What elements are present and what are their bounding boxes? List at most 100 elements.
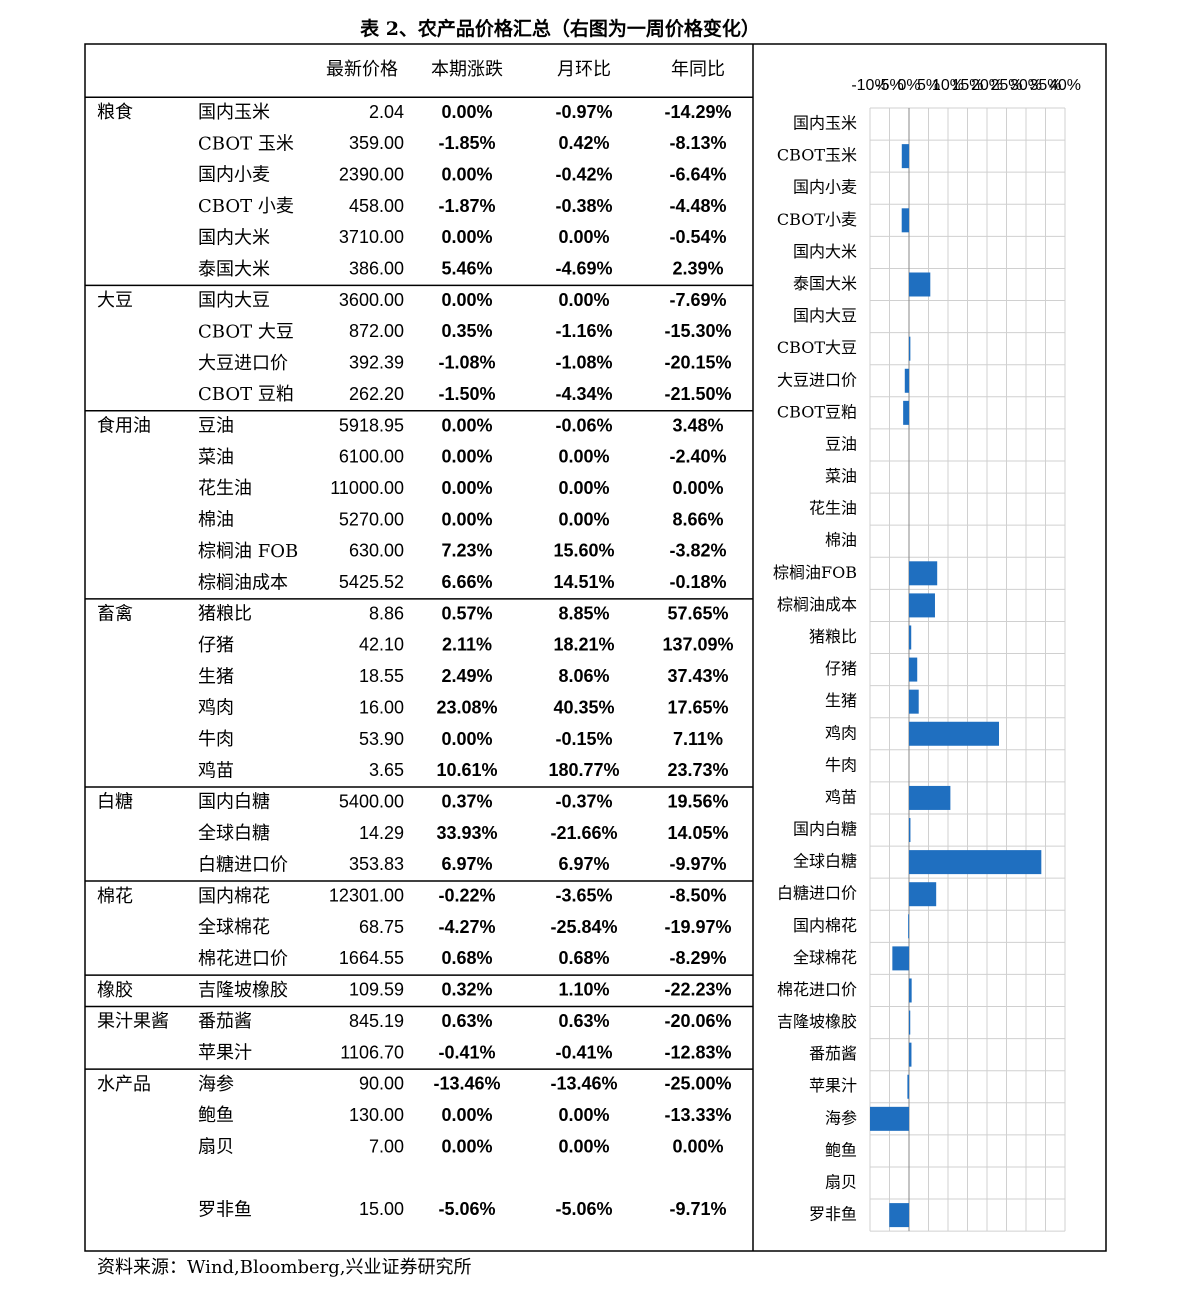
price: 12301.00 [329, 886, 404, 906]
price: 109.59 [349, 980, 404, 1000]
bar [909, 1042, 912, 1067]
change: -4.69% [555, 259, 612, 279]
column-header: 最新价格 [326, 59, 398, 80]
change: -0.41% [555, 1042, 612, 1062]
change: 14.05% [667, 823, 728, 843]
x-tick-label: -5% [875, 77, 903, 94]
bar [909, 818, 911, 843]
price: 16.00 [359, 697, 404, 717]
change: 40.35% [553, 697, 614, 717]
item-name: 国内棉花 [198, 886, 270, 907]
item-name: 花生油 [198, 478, 252, 499]
item-name: 国内玉米 [198, 102, 270, 123]
y-tick-label: 菜油 [825, 467, 857, 486]
item-name: 菜油 [198, 447, 234, 468]
change: -1.08% [438, 353, 495, 373]
bar [909, 785, 951, 810]
y-tick-label: 仔猪 [825, 659, 857, 678]
change: 0.57% [441, 603, 492, 623]
change: 180.77% [548, 760, 619, 780]
price: 3.65 [369, 760, 404, 780]
price: 2390.00 [339, 164, 404, 184]
change: 0.32% [441, 980, 492, 1000]
bar [909, 689, 919, 714]
change: -2.40% [669, 447, 726, 467]
bar [909, 850, 1042, 875]
x-tick-label: 10% [932, 77, 964, 94]
change: 18.21% [553, 635, 614, 655]
change: 0.63% [441, 1011, 492, 1031]
bar [909, 272, 931, 297]
y-tick-label: 生猪 [825, 691, 857, 710]
item-name: 泰国大米 [198, 259, 270, 280]
bars [870, 144, 1042, 1228]
change: -0.41% [438, 1042, 495, 1062]
change: -25.84% [550, 917, 617, 937]
change: 0.00% [441, 227, 492, 247]
change: 2.11% [442, 635, 492, 655]
bar [909, 1010, 911, 1035]
bar [903, 400, 909, 425]
change: 7.23% [441, 541, 492, 561]
item-name: 生猪 [198, 666, 234, 687]
item-name: 番茄酱 [198, 1011, 252, 1032]
change: 0.37% [441, 791, 492, 811]
x-tick-label: 40% [1049, 77, 1081, 94]
change: 0.00% [558, 447, 609, 467]
change: -0.22% [438, 886, 495, 906]
change: -6.64% [669, 164, 726, 184]
change: -0.38% [555, 196, 612, 216]
item-name: CBOT 豆粕 [198, 384, 294, 405]
item-name: 国内大豆 [198, 290, 270, 311]
y-tick-label: CBOT大豆 [777, 338, 857, 357]
bar [909, 721, 1000, 746]
y-tick-label: 全球棉花 [793, 948, 857, 967]
change: 0.42% [558, 133, 609, 153]
price: 1106.70 [340, 1042, 404, 1062]
price: 2.04 [369, 102, 404, 122]
item-name: 仔猪 [198, 635, 234, 656]
change: -3.82% [669, 541, 726, 561]
bar [908, 914, 909, 939]
change: 19.56% [667, 791, 728, 811]
change: -1.87% [438, 196, 495, 216]
change: 5.46% [441, 259, 492, 279]
change: -20.06% [664, 1011, 731, 1031]
item-name: 海参 [198, 1074, 234, 1095]
group-name: 大豆 [97, 290, 133, 311]
y-tick-label: 大豆进口价 [777, 370, 857, 389]
change: 8.85% [558, 603, 609, 623]
column-header: 年同比 [671, 59, 725, 80]
source: 资料来源：Wind,Bloomberg,兴业证券研究所 [97, 1257, 472, 1278]
change: 6.66% [441, 572, 492, 592]
group-name: 果汁果酱 [97, 1011, 169, 1032]
change: -15.30% [664, 321, 731, 341]
price: 630.00 [349, 541, 404, 561]
change: 0.00% [441, 729, 492, 749]
item-name: 鸡肉 [198, 698, 234, 719]
item-name: 棕榈油 FOB [198, 541, 298, 562]
change: 1.10% [558, 980, 609, 1000]
y-tick-label: 扇贝 [825, 1173, 857, 1192]
price: 262.20 [349, 384, 404, 404]
bar [909, 336, 911, 361]
price: 386.00 [349, 259, 404, 279]
change: -5.06% [438, 1199, 495, 1219]
price: 392.39 [349, 353, 404, 373]
bar [909, 561, 938, 586]
change: 2.49% [441, 666, 492, 686]
price: 68.75 [359, 917, 404, 937]
x-tick-label: 25% [990, 77, 1022, 94]
bar [909, 882, 937, 907]
column-header: 月环比 [557, 59, 611, 80]
y-tick-label: 鲍鱼 [825, 1140, 857, 1159]
change: -8.50% [669, 886, 726, 906]
change: 10.61% [436, 760, 497, 780]
change: 0.00% [558, 227, 609, 247]
bar [901, 144, 909, 169]
change: -4.27% [438, 917, 495, 937]
item-name: CBOT 小麦 [198, 196, 294, 217]
change: 0.00% [441, 509, 492, 529]
price: 11000.00 [330, 478, 404, 498]
change: 8.66% [672, 509, 723, 529]
